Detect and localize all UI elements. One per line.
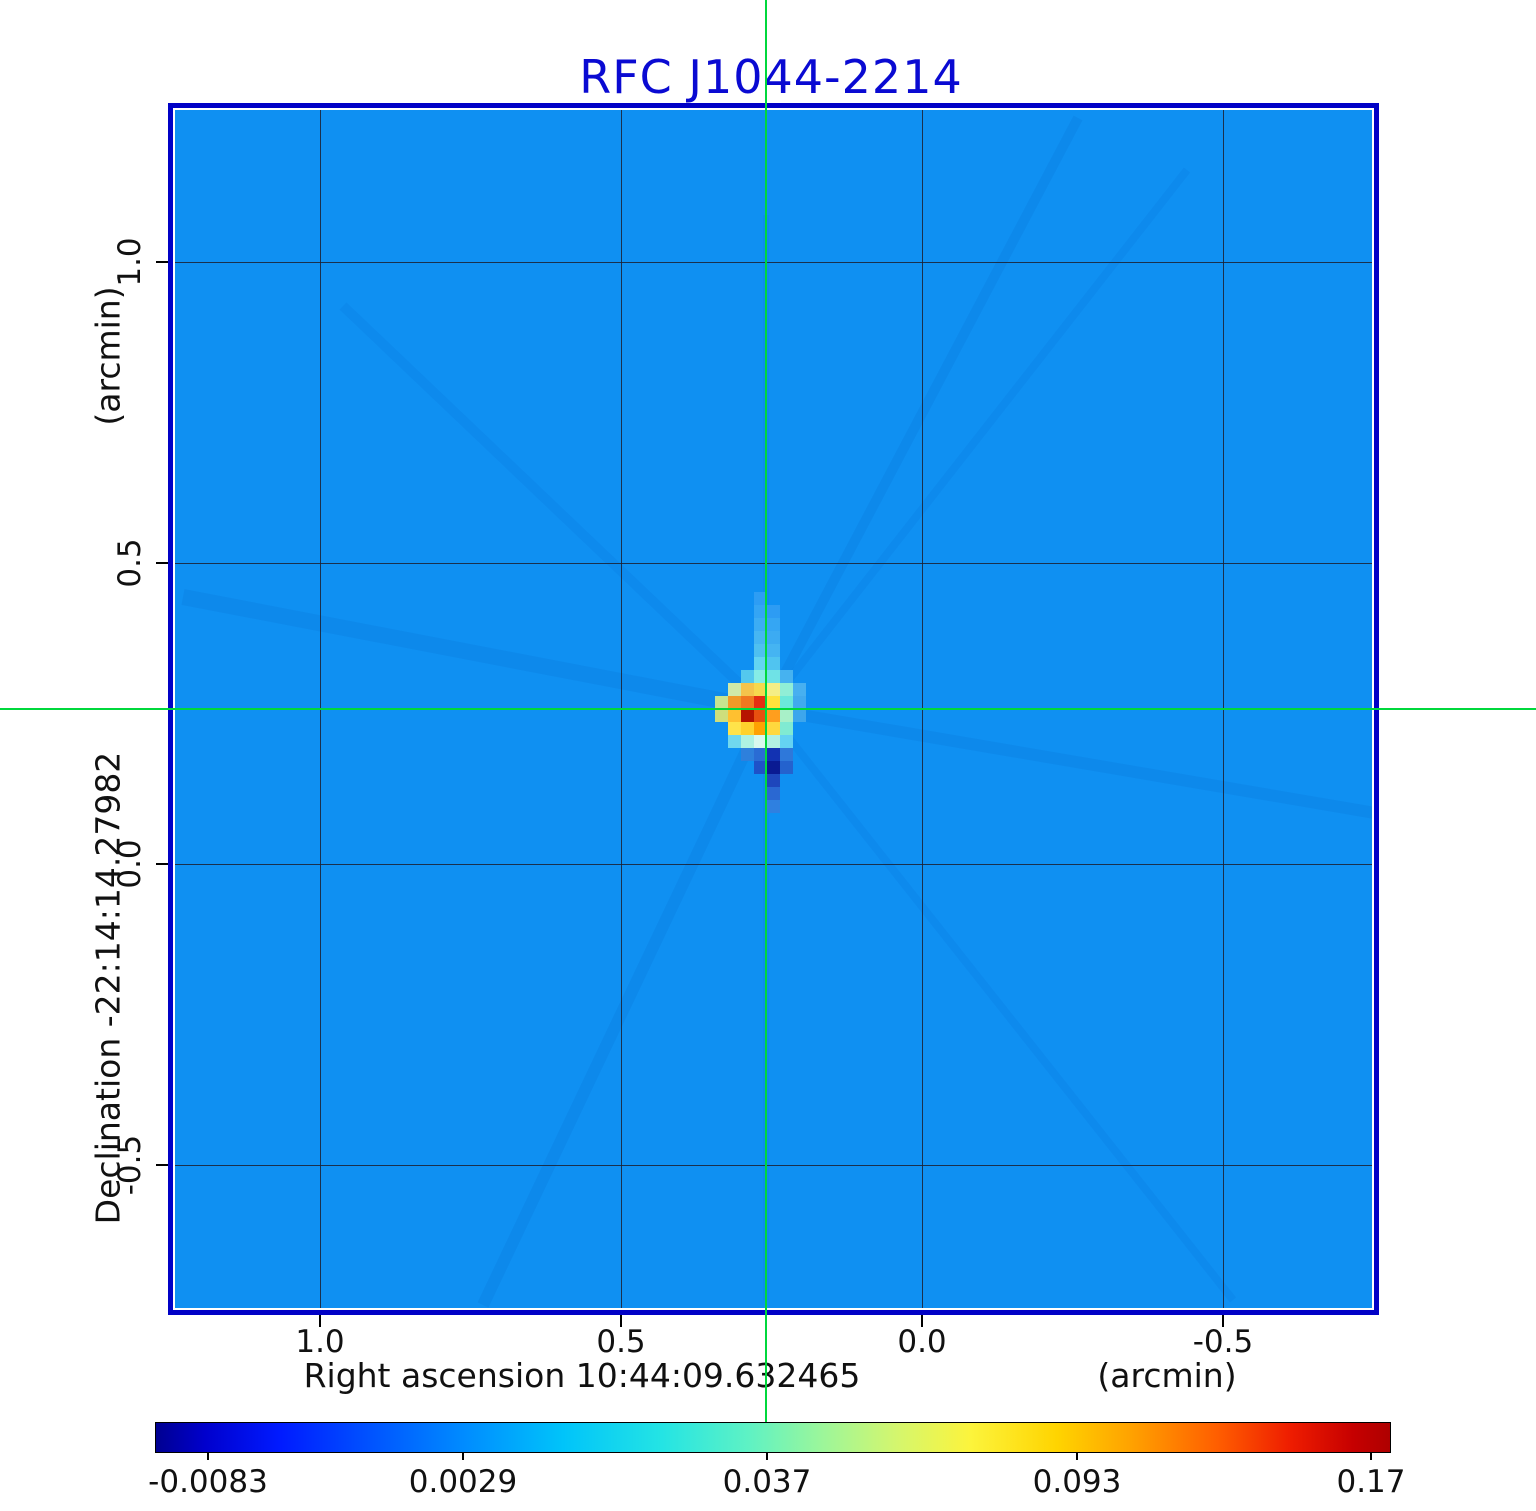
source-pixel xyxy=(767,800,780,813)
source-pixel xyxy=(780,670,793,683)
colorbar-tick-label: 0.17 xyxy=(1336,1464,1406,1500)
diffraction-streak xyxy=(762,167,1191,712)
source-pixel xyxy=(728,735,741,748)
y-tick-mark xyxy=(156,863,168,865)
source-pixel xyxy=(741,735,754,748)
crosshair-horizontal-line xyxy=(0,708,1536,710)
source-pixel xyxy=(754,592,767,605)
source-pixel xyxy=(754,605,767,618)
source-pixel xyxy=(754,696,767,709)
source-pixel xyxy=(741,722,754,735)
y-tick-label: 1.0 xyxy=(112,237,148,287)
source-pixel xyxy=(767,683,780,696)
source-pixel xyxy=(780,709,793,722)
grid-line xyxy=(175,864,1372,865)
source-pixels xyxy=(175,110,1372,1308)
x-tick-label: 0.5 xyxy=(596,1324,646,1360)
diffraction-streak xyxy=(339,302,770,713)
y-tick-label: 0.5 xyxy=(112,538,148,588)
colorbar xyxy=(155,1422,1391,1453)
source-pixel xyxy=(767,709,780,722)
y-axis-title: Declination -22:14:14.27982 xyxy=(88,751,128,1225)
diffraction-streak xyxy=(764,703,1372,819)
colorbar-tick-mark xyxy=(1370,1452,1372,1460)
source-pixel xyxy=(793,696,806,709)
source-pixel xyxy=(741,748,754,761)
source-pixel xyxy=(767,696,780,709)
source-pixel xyxy=(793,683,806,696)
source-pixel xyxy=(728,696,741,709)
source-pixel xyxy=(754,618,767,631)
x-tick-label: 0.0 xyxy=(897,1324,947,1360)
source-pixel xyxy=(754,670,767,683)
colorbar-tick-mark xyxy=(207,1452,209,1460)
grid-line xyxy=(175,1165,1372,1166)
source-pixel xyxy=(741,683,754,696)
x-tick-mark xyxy=(319,1315,321,1327)
y-tick-mark xyxy=(156,1164,168,1166)
source-pixel xyxy=(741,709,754,722)
source-pixel xyxy=(780,748,793,761)
source-pixel xyxy=(780,722,793,735)
y-tick-mark xyxy=(156,261,168,263)
source-pixel xyxy=(767,722,780,735)
colorbar-tick-label: 0.093 xyxy=(1032,1464,1122,1500)
source-pixel xyxy=(767,631,780,644)
source-pixel xyxy=(767,657,780,670)
source-pixel xyxy=(741,670,754,683)
source-pixel xyxy=(754,683,767,696)
source-pixel xyxy=(767,605,780,618)
source-pixel xyxy=(715,696,728,709)
source-pixel xyxy=(767,644,780,657)
source-pixel xyxy=(780,761,793,774)
x-tick-mark xyxy=(921,1315,923,1327)
source-pixel xyxy=(767,618,780,631)
source-pixel xyxy=(728,709,741,722)
source-pixel xyxy=(715,709,728,722)
source-pixel xyxy=(741,696,754,709)
source-pixel xyxy=(767,670,780,683)
source-pixel xyxy=(754,644,767,657)
source-pixel xyxy=(767,774,780,787)
source-pixel xyxy=(754,722,767,735)
x-tick-mark xyxy=(1222,1315,1224,1327)
source-pixel xyxy=(780,696,793,709)
source-pixel xyxy=(754,748,767,761)
y-axis-unit-label: (arcmin) xyxy=(88,286,128,426)
colorbar-tick-label: 0.037 xyxy=(722,1464,812,1500)
source-pixel xyxy=(780,683,793,696)
source-pixel xyxy=(754,761,767,774)
source-pixel xyxy=(780,735,793,748)
grid-line xyxy=(175,563,1372,564)
x-axis-unit-label: (arcmin) xyxy=(1097,1356,1237,1395)
source-pixel xyxy=(754,657,767,670)
source-pixel xyxy=(767,748,780,761)
colorbar-tick-mark xyxy=(1076,1452,1078,1460)
source-pixel xyxy=(728,722,741,735)
diffraction-streak xyxy=(762,706,1237,1303)
x-tick-label: -0.5 xyxy=(1192,1324,1254,1360)
colorbar-tick-mark xyxy=(766,1452,768,1460)
x-axis-title: Right ascension 10:44:09.632465 xyxy=(303,1356,861,1395)
source-pixel xyxy=(767,735,780,748)
page-title: RFC J1044-2214 xyxy=(579,50,963,104)
diffraction-streak xyxy=(477,706,772,1308)
y-tick-mark xyxy=(156,562,168,564)
source-pixel xyxy=(728,683,741,696)
source-pixel xyxy=(767,761,780,774)
source-pixel xyxy=(754,631,767,644)
source-pixel xyxy=(793,709,806,722)
x-tick-mark xyxy=(620,1315,622,1327)
source-pixel xyxy=(767,787,780,800)
crosshair-vertical-line xyxy=(765,0,767,1422)
source-pixel xyxy=(754,709,767,722)
diffraction-streak xyxy=(181,589,768,717)
grid-line xyxy=(175,262,1372,263)
colorbar-tick-label: 0.0029 xyxy=(408,1464,518,1500)
source-pixel xyxy=(754,735,767,748)
colorbar-tick-mark xyxy=(462,1452,464,1460)
x-tick-label: 1.0 xyxy=(295,1324,345,1360)
colorbar-tick-label: -0.0083 xyxy=(148,1464,268,1500)
